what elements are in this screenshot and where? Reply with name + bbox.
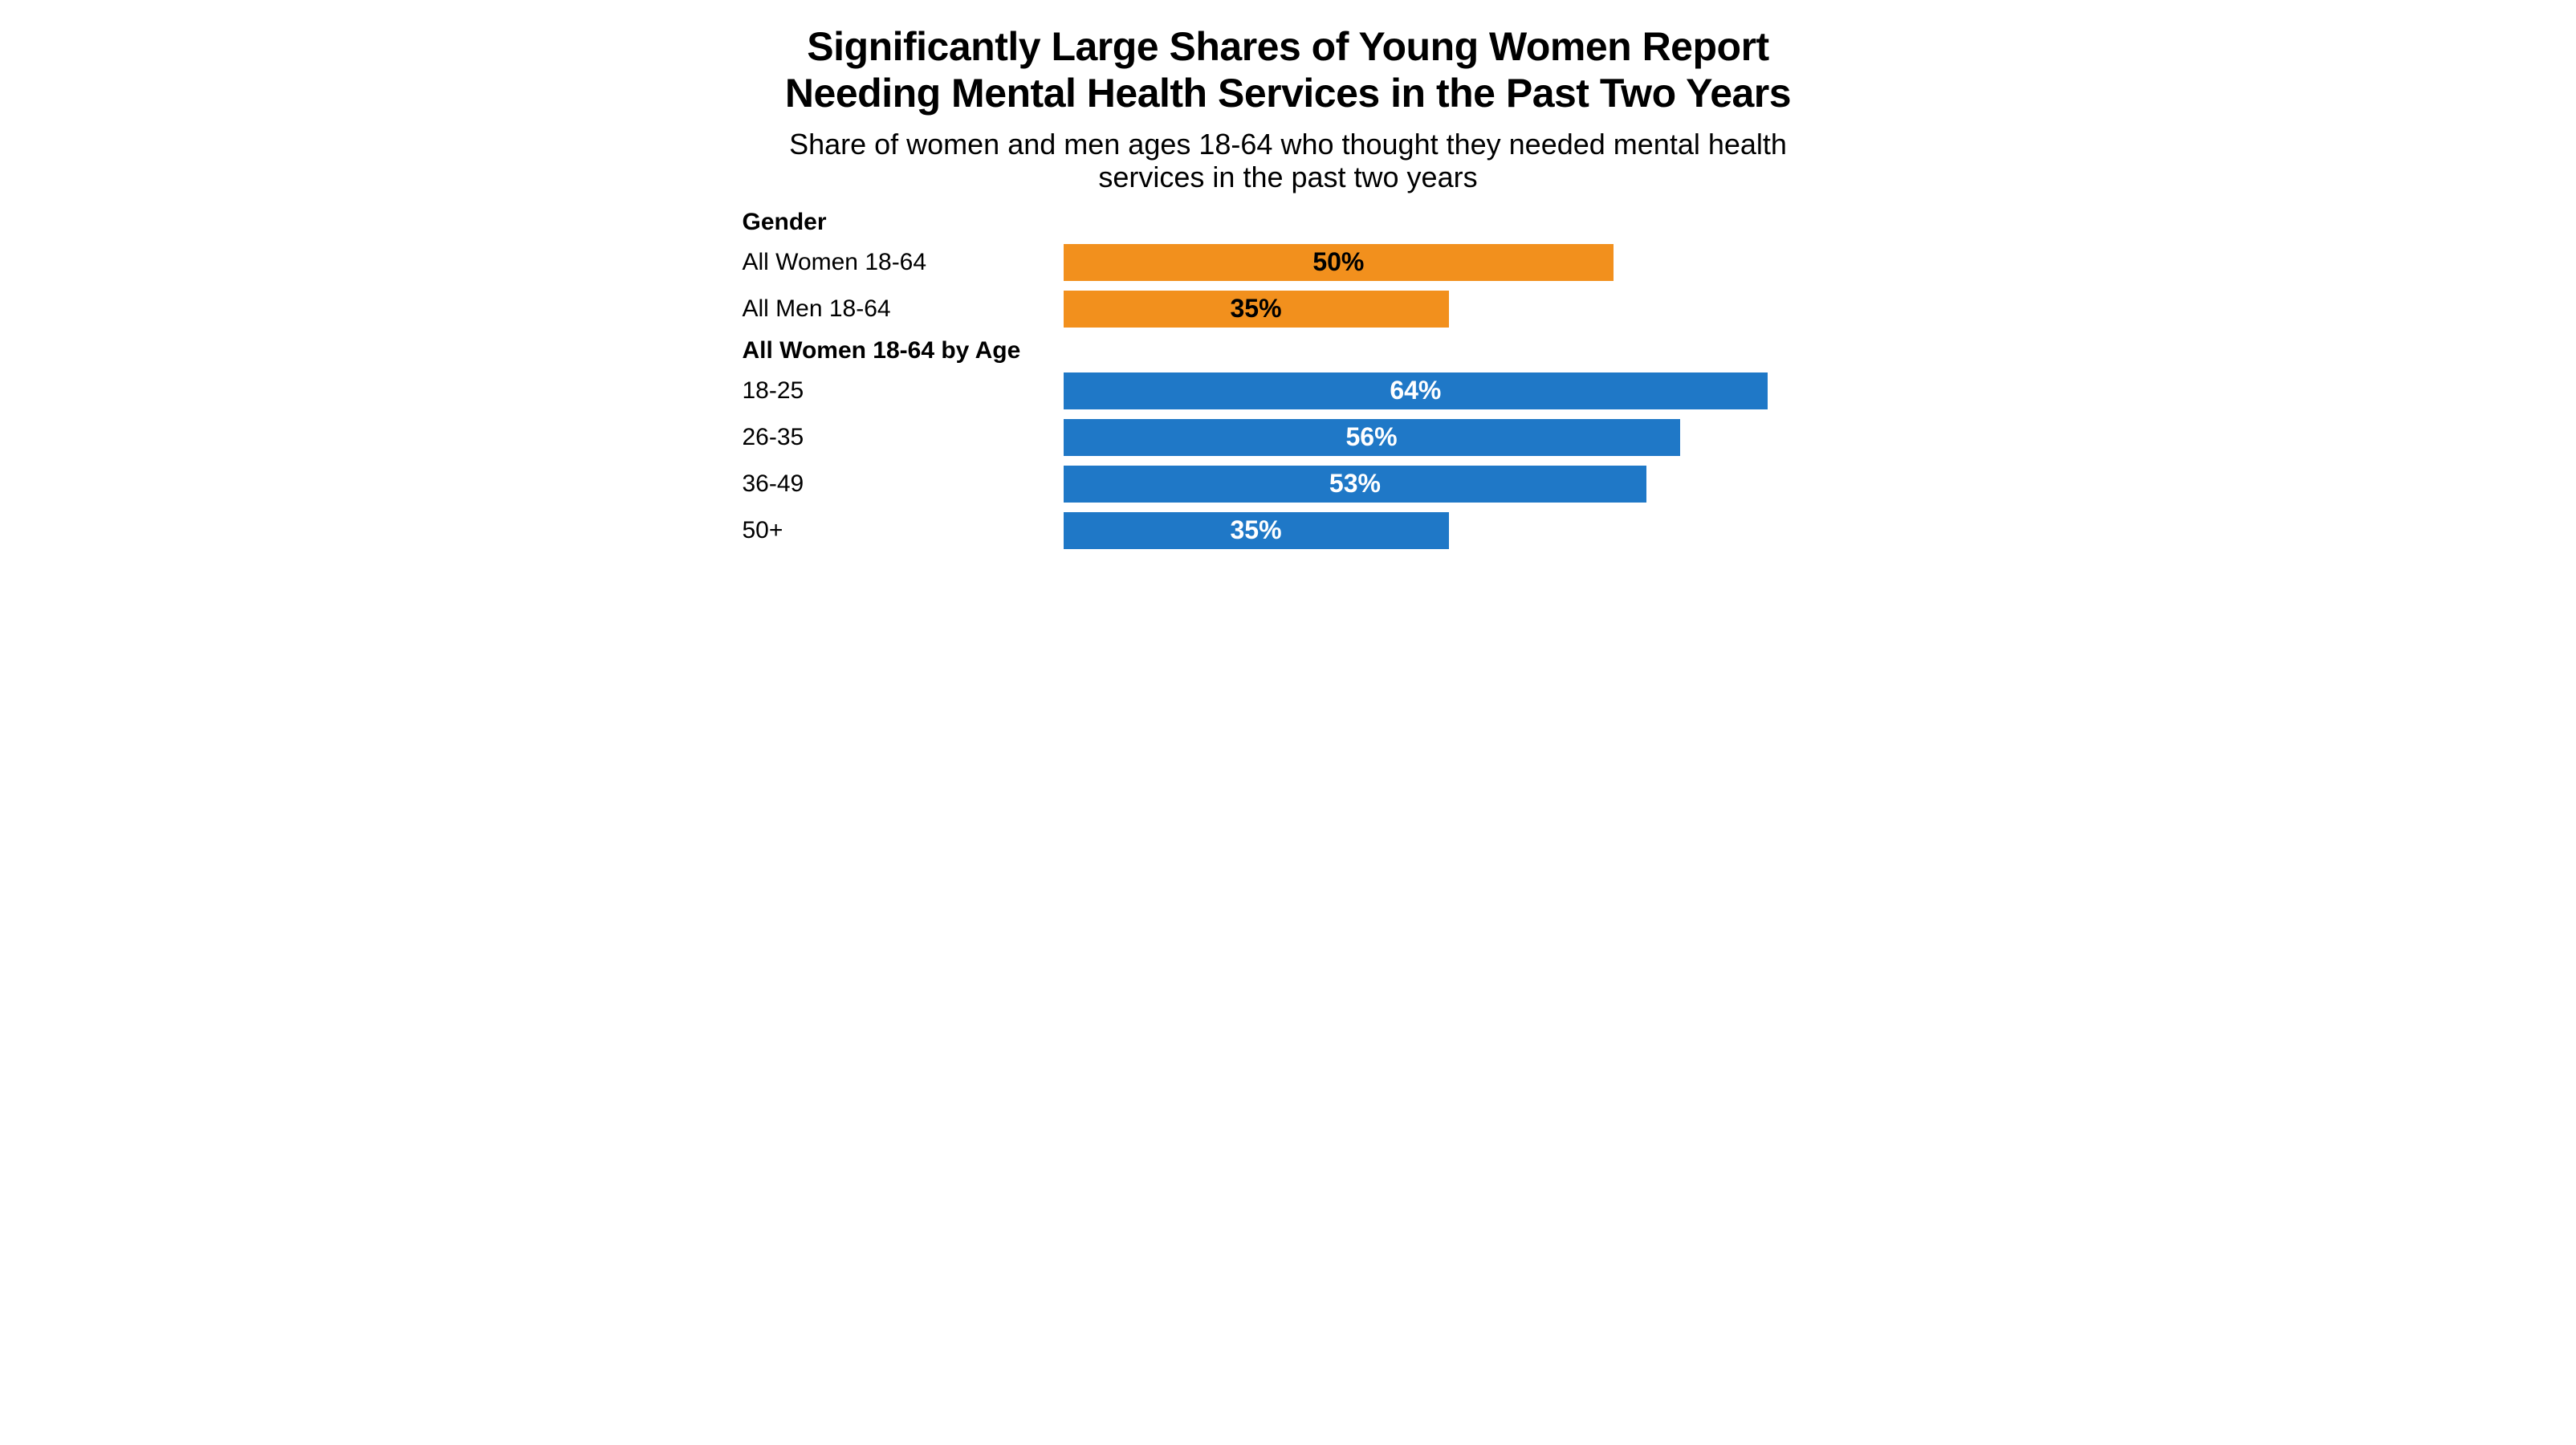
bar-track: 35%: [1064, 512, 1834, 549]
bar-value: 56%: [1345, 422, 1397, 452]
chart-title: Significantly Large Shares of Young Wome…: [743, 24, 1834, 116]
section-label: All Women 18-64 by Age: [743, 337, 1834, 364]
bar-row-label: 36-49: [743, 470, 1064, 498]
bar-value: 50%: [1312, 247, 1364, 277]
bar-row: All Women 18-64 50%: [743, 244, 1834, 281]
bar-row-label: All Men 18-64: [743, 295, 1064, 323]
bar: 53%: [1064, 466, 1647, 503]
bar-row: 50+ 35%: [743, 512, 1834, 549]
bar-track: 64%: [1064, 372, 1834, 409]
bar-row: 36-49 53%: [743, 466, 1834, 503]
bar: 64%: [1064, 372, 1768, 409]
bar-track: 56%: [1064, 419, 1834, 456]
bar-row: 26-35 56%: [743, 419, 1834, 456]
bar: 50%: [1064, 244, 1614, 281]
bar-value: 35%: [1230, 294, 1281, 324]
bar-track: 50%: [1064, 244, 1834, 281]
section-label: Gender: [743, 209, 1834, 236]
bar: 35%: [1064, 512, 1449, 549]
bar-row: 18-25 64%: [743, 372, 1834, 409]
bar-row-label: 18-25: [743, 377, 1064, 405]
bar-row: All Men 18-64 35%: [743, 291, 1834, 328]
chart-subtitle: Share of women and men ages 18-64 who th…: [775, 128, 1802, 194]
bar: 35%: [1064, 291, 1449, 328]
slide: Significantly Large Shares of Young Wome…: [710, 0, 1866, 591]
bar-value: 35%: [1230, 515, 1281, 545]
bar-chart: Gender All Women 18-64 50% All Men 18-64 35%…: [743, 209, 1834, 549]
bar-row-label: 26-35: [743, 424, 1064, 451]
bar: 56%: [1064, 419, 1680, 456]
bar-track: 35%: [1064, 291, 1834, 328]
bar-track: 53%: [1064, 466, 1834, 503]
bar-value: 64%: [1390, 376, 1441, 405]
bar-row-label: 50+: [743, 517, 1064, 544]
bar-row-label: All Women 18-64: [743, 249, 1064, 276]
bar-value: 53%: [1329, 469, 1381, 499]
